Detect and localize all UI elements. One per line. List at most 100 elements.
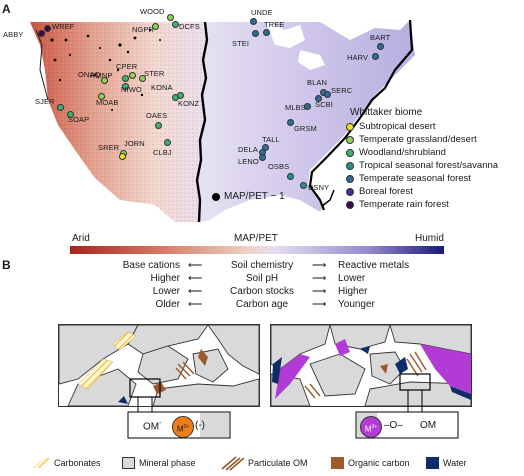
site-label-soap: SOAP bbox=[68, 115, 90, 124]
site-marker-oaes bbox=[154, 121, 162, 129]
biome-legend-label: Subtropical desert bbox=[359, 121, 436, 132]
biome-legend-label: Woodland/shrubland bbox=[359, 147, 446, 158]
humid-label: Humid bbox=[415, 233, 444, 244]
site-label-blan: BLAN bbox=[307, 78, 327, 87]
legend-water-label: Water bbox=[443, 458, 467, 468]
site-label-niwo: NIWO bbox=[121, 85, 142, 94]
site-label-osbs: OSBS bbox=[268, 162, 290, 171]
biome-swatch-icon bbox=[346, 201, 354, 209]
site-marker-soap bbox=[66, 110, 74, 118]
biome-legend-label: Tropical seasonal forest/savanna bbox=[359, 160, 499, 171]
panel-b-letter: B bbox=[2, 258, 11, 272]
arid-property-value: Higher bbox=[150, 273, 180, 284]
panel-a-letter: A bbox=[2, 2, 11, 16]
site-marker-grsm bbox=[286, 118, 294, 126]
site-marker-serc bbox=[323, 90, 331, 98]
site-label-sjer: SJER bbox=[35, 97, 55, 106]
biome-swatch-icon bbox=[346, 136, 354, 144]
panel-b-legend: Carbonates Mineral phase Particulate OM … bbox=[24, 455, 514, 471]
carbonate-hatch-icon bbox=[33, 458, 51, 468]
arid-om-label: OM- bbox=[143, 420, 162, 433]
legend-carbonates-label: Carbonates bbox=[54, 458, 101, 468]
site-label-grsm: GRSM bbox=[294, 124, 317, 133]
left-arrow-icon: ⟵ bbox=[188, 273, 203, 284]
site-label-jorn: JORN bbox=[124, 139, 145, 148]
biome-legend-label: Temperate grassland/desert bbox=[359, 134, 477, 145]
site-marker-ngpr bbox=[151, 22, 159, 30]
mineral-square-icon bbox=[122, 457, 135, 469]
site-label-kona: KONA bbox=[151, 83, 173, 92]
site-marker-niwo bbox=[121, 82, 129, 90]
aridity-gradient-bar bbox=[70, 246, 444, 254]
site-label-harv: HARV bbox=[347, 53, 369, 62]
site-marker-srer bbox=[118, 152, 126, 160]
site-marker-harv bbox=[371, 52, 379, 60]
arid-property-value: Base cations bbox=[122, 260, 180, 271]
site-label-unde: UNDE bbox=[251, 8, 273, 17]
site-label-leno: LENO bbox=[238, 157, 259, 166]
property-name: Soil chemistry bbox=[230, 260, 294, 271]
east-land bbox=[198, 20, 415, 222]
site-label-scbi: SCBI bbox=[315, 100, 333, 109]
biome-swatch-icon bbox=[346, 162, 354, 170]
site-label-wood: WOOD bbox=[140, 7, 165, 16]
site-label-clbj: CLBJ bbox=[153, 148, 172, 157]
organic-carbon-square-icon bbox=[331, 457, 344, 469]
negative-charge-label: (-) bbox=[195, 420, 205, 431]
site-marker-bart bbox=[376, 42, 384, 50]
site-label-abby: ABBY bbox=[3, 30, 24, 39]
right-arrow-icon: ⟶ bbox=[312, 286, 327, 297]
right-arrow-icon: ⟶ bbox=[312, 273, 327, 284]
site-label-tree: TREE bbox=[264, 20, 285, 29]
left-arrow-icon: ⟵ bbox=[188, 286, 203, 297]
site-marker-onaq bbox=[100, 76, 108, 84]
humid-soil-panel bbox=[270, 324, 472, 439]
site-label-wref: WREF bbox=[52, 22, 75, 31]
left-arrow-icon: ⟵ bbox=[188, 299, 203, 310]
property-name: Soil pH bbox=[245, 273, 279, 284]
right-arrow-icon: ⟶ bbox=[312, 299, 327, 310]
biome-legend-label: Temperate seasonal forest bbox=[359, 173, 471, 184]
site-marker-leno bbox=[258, 153, 266, 161]
humid-property-value: Younger bbox=[338, 299, 375, 310]
property-name: Carbon stocks bbox=[230, 286, 294, 297]
map-pet-marker bbox=[212, 193, 220, 201]
site-label-cper: CPER bbox=[116, 62, 138, 71]
right-arrow-icon: ⟶ bbox=[312, 260, 327, 271]
particulate-om-icon bbox=[221, 456, 245, 471]
legend-organic-label: Organic carbon bbox=[348, 458, 410, 468]
site-label-ster: STER bbox=[144, 69, 165, 78]
biome-swatch-icon bbox=[346, 188, 354, 196]
divalent-metal-ion: M2+ bbox=[172, 416, 194, 438]
biome-swatch-icon bbox=[346, 149, 354, 157]
biome-swatch-icon bbox=[346, 123, 354, 131]
site-marker-unde bbox=[249, 17, 257, 25]
gradient-center-label: MAP/PET bbox=[234, 233, 278, 244]
site-marker-dsny bbox=[299, 181, 307, 189]
site-marker-cper bbox=[128, 71, 136, 79]
arid-label: Arid bbox=[72, 233, 90, 244]
site-label-oaes: OAES bbox=[146, 111, 168, 120]
site-marker-wood bbox=[166, 13, 174, 21]
arid-property-value: Older bbox=[155, 299, 180, 310]
property-name: Carbon age bbox=[235, 299, 289, 310]
map-pet-label: MAP/PET ~ 1 bbox=[224, 191, 285, 202]
site-label-dsny: DSNY bbox=[308, 183, 330, 192]
biome-legend-label: Boreal forest bbox=[359, 186, 413, 197]
humid-om-label: OM bbox=[420, 420, 437, 431]
site-label-serc: SERC bbox=[331, 86, 353, 95]
site-marker-dcfs bbox=[171, 20, 179, 28]
site-marker-sjer bbox=[56, 103, 64, 111]
site-marker-wref bbox=[43, 24, 51, 32]
biome-legend-title: Whittaker biome bbox=[350, 107, 423, 118]
arid-property-value: Lower bbox=[152, 286, 180, 297]
site-marker-mlbs bbox=[303, 102, 311, 110]
site-label-srer: SRER bbox=[98, 143, 120, 152]
left-arrow-icon: ⟵ bbox=[188, 260, 203, 271]
site-label-moab: MOAB bbox=[96, 98, 119, 107]
site-label-dcfs: DCFS bbox=[179, 22, 200, 31]
site-marker-konz bbox=[176, 91, 184, 99]
site-label-ngpr: NGPR bbox=[132, 25, 155, 34]
site-label-tall: TALL bbox=[262, 135, 280, 144]
site-label-bart: BART bbox=[370, 33, 391, 42]
